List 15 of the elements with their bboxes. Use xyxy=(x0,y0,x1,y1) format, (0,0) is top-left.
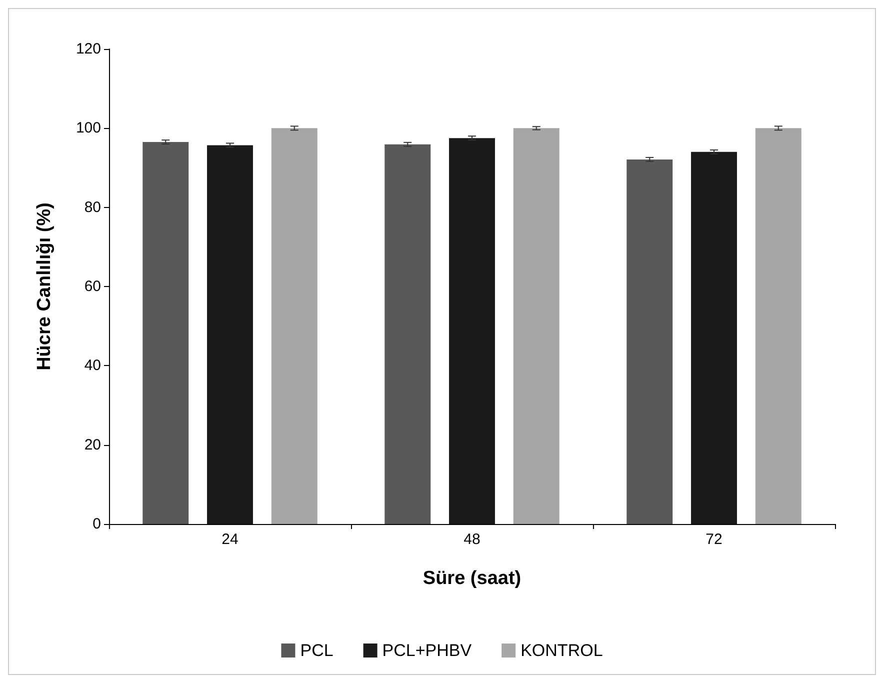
y-tick-label: 100 xyxy=(76,120,101,137)
y-tick-label: 60 xyxy=(84,278,101,295)
y-tick-label: 0 xyxy=(92,516,101,532)
y-tick-label: 20 xyxy=(84,436,101,454)
y-axis-title: Hücre Canlılığı (%) xyxy=(34,202,55,370)
legend-label: KONTROL xyxy=(520,641,603,660)
y-tick-label: 80 xyxy=(84,198,101,216)
x-tick-label: 48 xyxy=(464,531,480,548)
legend-label: PCL xyxy=(300,641,334,660)
x-tick-label: 72 xyxy=(706,531,722,548)
x-tick-label: 24 xyxy=(222,531,238,548)
x-axis-title: Süre (saat) xyxy=(422,568,522,589)
y-tick-label: 40 xyxy=(84,357,101,374)
y-tick-label: 120 xyxy=(76,40,101,58)
legend-label: PCL+PHBV xyxy=(382,641,472,660)
